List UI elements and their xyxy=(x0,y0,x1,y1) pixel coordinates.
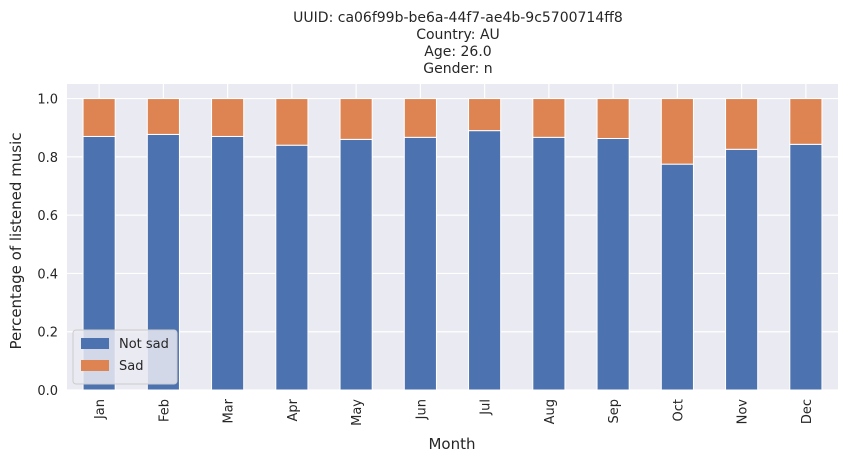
bars xyxy=(82,98,823,391)
x-tick-label: Oct xyxy=(671,399,686,421)
legend-label-not-sad: Not sad xyxy=(119,337,169,352)
y-tick-label: 0.0 xyxy=(37,384,58,399)
y-tick-label: 1.0 xyxy=(37,93,58,108)
y-tick-label: 0.2 xyxy=(37,326,58,341)
x-tick-label: Mar xyxy=(222,398,237,423)
legend-label-sad: Sad xyxy=(119,359,143,374)
bar-not-sad-nov xyxy=(725,148,759,391)
y-axis-ticks: 0.0 0.2 0.4 0.6 0.8 1.0 xyxy=(37,93,58,399)
x-tick-label: Nov xyxy=(736,399,751,425)
legend-swatch-not-sad xyxy=(81,338,109,349)
x-tick-label: Sep xyxy=(607,399,622,424)
bar-not-sad-apr xyxy=(275,144,309,391)
x-tick-label: Apr xyxy=(286,398,301,421)
bar-sad-mar xyxy=(211,98,245,137)
legend: Not sad Sad xyxy=(72,329,178,385)
bar-sad-dec xyxy=(789,98,823,145)
bar-sad-aug xyxy=(532,98,566,138)
x-axis-ticks: Jan Feb Mar Apr May Jun Jul Aug Sep Oct Nov Dec xyxy=(93,398,815,426)
x-tick-label: Jun xyxy=(414,399,429,420)
bar-not-sad-dec xyxy=(789,143,823,391)
bar-not-sad-aug xyxy=(532,136,566,391)
x-tick-label: Feb xyxy=(157,399,172,422)
bar-sad-jul xyxy=(468,98,502,132)
legend-swatch-sad xyxy=(81,360,109,371)
title-line-4: Gender: n xyxy=(423,61,492,77)
title-line-2: Country: AU xyxy=(416,27,500,43)
x-axis-label: Month xyxy=(428,435,475,453)
bar-not-sad-mar xyxy=(211,135,245,391)
bar-sad-jan xyxy=(82,98,116,137)
y-axis-label: Percentage of listened music xyxy=(7,132,25,349)
bar-sad-may xyxy=(339,98,373,140)
bar-not-sad-jun xyxy=(403,136,437,391)
x-tick-label: Jul xyxy=(479,399,494,416)
bar-not-sad-sep xyxy=(596,137,630,391)
x-tick-label: Dec xyxy=(800,399,815,424)
chart-title: UUID: ca06f99b-be6a-44f7-ae4b-9c5700714f… xyxy=(293,10,623,77)
x-tick-label: Jan xyxy=(93,399,108,420)
y-tick-label: 0.6 xyxy=(37,209,58,224)
x-tick-label: May xyxy=(350,399,365,426)
plot-area xyxy=(67,84,838,390)
y-tick-label: 0.4 xyxy=(37,267,58,282)
bar-sad-sep xyxy=(596,98,630,139)
bar-sad-jun xyxy=(403,98,437,138)
bar-not-sad-may xyxy=(339,138,373,391)
bar-not-sad-jul xyxy=(468,130,502,391)
x-tick-label: Aug xyxy=(543,399,558,424)
bar-sad-oct xyxy=(660,98,694,165)
y-tick-label: 0.8 xyxy=(37,151,58,166)
bar-not-sad-oct xyxy=(660,163,694,391)
title-line-3: Age: 26.0 xyxy=(424,44,491,60)
title-line-1: UUID: ca06f99b-be6a-44f7-ae4b-9c5700714f… xyxy=(293,10,623,26)
bar-sad-apr xyxy=(275,98,309,146)
bar-sad-feb xyxy=(146,98,180,135)
bar-sad-nov xyxy=(725,98,759,150)
